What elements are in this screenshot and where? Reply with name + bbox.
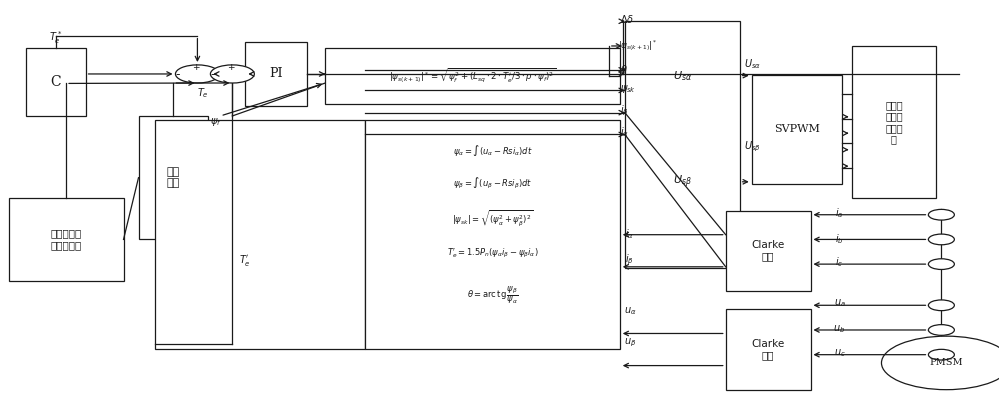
- Text: $T_e'=1.5P_n(\psi_\alpha i_\beta-\psi_\beta i_\alpha)$: $T_e'=1.5P_n(\psi_\alpha i_\beta-\psi_\b…: [447, 247, 538, 260]
- Circle shape: [881, 336, 1000, 390]
- Text: $\psi_\alpha=\int(u_\alpha-Rsi_\alpha)dt$: $\psi_\alpha=\int(u_\alpha-Rsi_\alpha)dt…: [453, 143, 532, 159]
- Text: $\psi_f$: $\psi_f$: [210, 116, 221, 128]
- Text: $i_\beta$: $i_\beta$: [625, 253, 634, 267]
- Text: $u_\alpha$: $u_\alpha$: [624, 305, 636, 316]
- Text: +: +: [193, 63, 200, 72]
- Text: Clarke
变换: Clarke 变换: [752, 339, 785, 360]
- Text: $T_e^*$: $T_e^*$: [49, 29, 62, 46]
- Circle shape: [928, 349, 954, 360]
- Bar: [26, 48, 86, 116]
- Text: -: -: [210, 69, 215, 81]
- Circle shape: [928, 300, 954, 311]
- Bar: [139, 116, 208, 240]
- Bar: [245, 42, 307, 106]
- Bar: [752, 75, 842, 184]
- Text: $|\psi_{s(k+1)}|^*$: $|\psi_{s(k+1)}|^*$: [618, 38, 657, 54]
- Text: $\psi_{sk}$: $\psi_{sk}$: [620, 83, 636, 95]
- Text: C: C: [50, 75, 61, 89]
- Text: $i_c$: $i_c$: [835, 255, 844, 269]
- Text: $\theta$: $\theta$: [620, 63, 628, 75]
- Bar: [726, 309, 811, 390]
- Text: Clarke
变换: Clarke 变换: [752, 240, 785, 261]
- Text: $U_{s\alpha}$: $U_{s\alpha}$: [673, 69, 692, 83]
- Text: $\Delta\delta$: $\Delta\delta$: [620, 13, 634, 25]
- Bar: [365, 120, 620, 349]
- Text: $U_{s\beta}$: $U_{s\beta}$: [744, 140, 760, 154]
- Text: $u_\beta$: $u_\beta$: [624, 337, 636, 349]
- Text: $T_e$: $T_e$: [197, 86, 208, 100]
- Bar: [325, 48, 620, 104]
- Circle shape: [928, 325, 954, 335]
- Text: 负载模
拟电机
驱动电
路: 负载模 拟电机 驱动电 路: [885, 100, 903, 145]
- Circle shape: [928, 234, 954, 245]
- Bar: [155, 120, 365, 349]
- Bar: [852, 46, 936, 198]
- Text: $i_\alpha$: $i_\alpha$: [620, 126, 629, 139]
- Text: $u_c$: $u_c$: [834, 348, 845, 359]
- Text: -: -: [175, 69, 180, 81]
- Text: $|\psi_{s(k+1)}|^*=\sqrt{\psi_f^2+(L_{sq}\cdot2\cdot T_e^{\prime}/3\cdot p\cdot\: $|\psi_{s(k+1)}|^*=\sqrt{\psi_f^2+(L_{sq…: [389, 66, 556, 85]
- Text: $u_b$: $u_b$: [833, 323, 846, 335]
- Text: $\psi_\beta=\int(u_\beta-Rsi_\beta)dt$: $\psi_\beta=\int(u_\beta-Rsi_\beta)dt$: [453, 176, 532, 191]
- Circle shape: [928, 259, 954, 269]
- Text: $i_\alpha$: $i_\alpha$: [625, 227, 634, 241]
- Text: $i_b$: $i_b$: [835, 233, 844, 246]
- Text: $u_a$: $u_a$: [834, 297, 845, 309]
- Text: $\theta=\mathrm{arc\,tg}\,\dfrac{\psi_\beta}{\psi_\alpha}$: $\theta=\mathrm{arc\,tg}\,\dfrac{\psi_\b…: [467, 284, 518, 306]
- Bar: [726, 211, 811, 291]
- Circle shape: [928, 209, 954, 220]
- Bar: [625, 21, 740, 268]
- Text: 速度
限幅: 速度 限幅: [167, 167, 180, 188]
- Text: $i_a$: $i_a$: [835, 206, 844, 220]
- Text: $T_e'$: $T_e'$: [239, 252, 251, 268]
- Text: $U_{s\beta}$: $U_{s\beta}$: [673, 173, 692, 190]
- Text: 转矩传感器
检测转矩值: 转矩传感器 检测转矩值: [50, 229, 82, 250]
- Text: PMSM: PMSM: [930, 358, 963, 368]
- Bar: [9, 198, 124, 280]
- Text: $i_\beta$: $i_\beta$: [620, 104, 629, 118]
- Text: SVPWM: SVPWM: [774, 124, 820, 134]
- Circle shape: [210, 65, 254, 83]
- Text: +: +: [228, 63, 235, 72]
- Circle shape: [175, 65, 219, 83]
- Text: $|\psi_{sk}|=\sqrt{(\psi_\alpha^2+\psi_\beta^2)^2}$: $|\psi_{sk}|=\sqrt{(\psi_\alpha^2+\psi_\…: [452, 209, 533, 229]
- Text: PI: PI: [270, 67, 283, 80]
- Text: $U_{s\alpha}$: $U_{s\alpha}$: [744, 57, 761, 71]
